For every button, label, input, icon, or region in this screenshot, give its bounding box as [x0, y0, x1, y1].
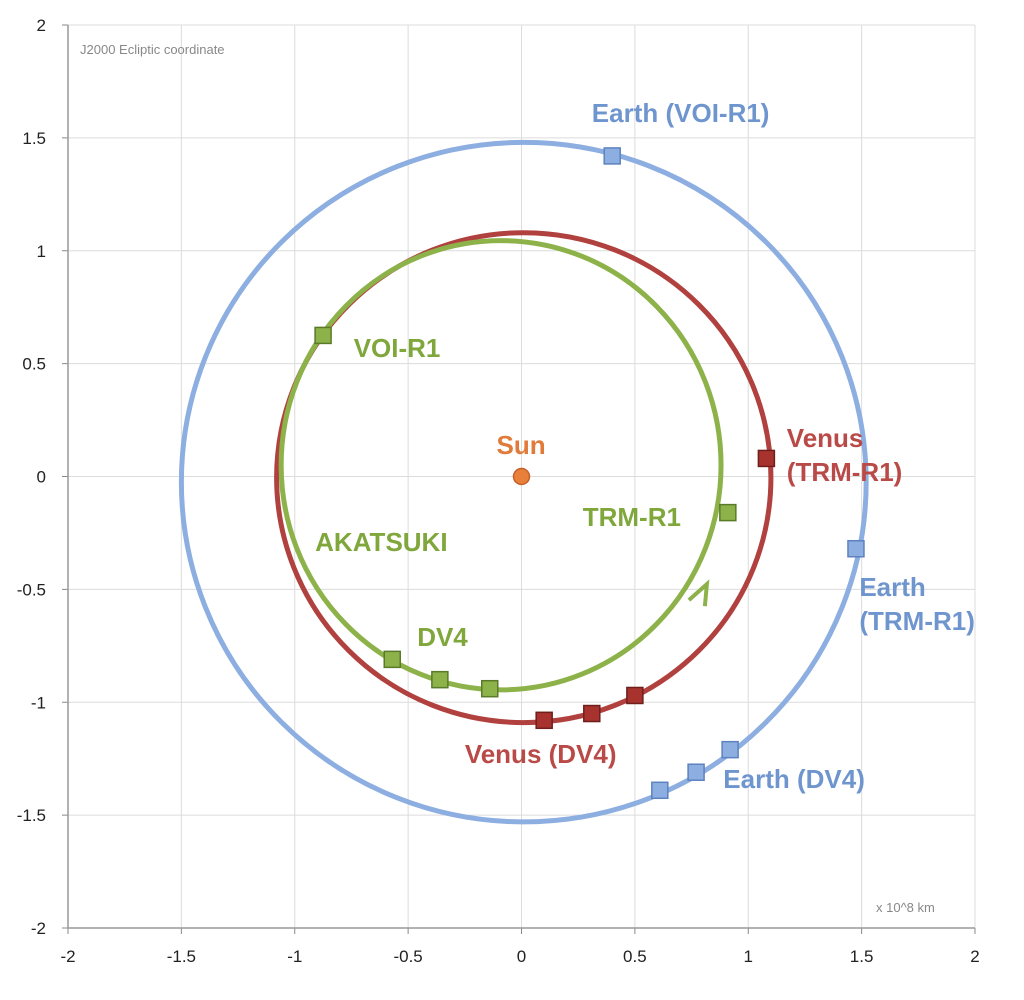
annotation-line: Venus: [787, 423, 864, 453]
annotation-label: TRM-R1: [583, 502, 681, 532]
marker-earth: [847, 539, 865, 558]
annotation-label: Earth (DV4): [723, 764, 865, 794]
annotation-line: (TRM-R1): [859, 606, 975, 636]
unit-label: x 10^8 km: [876, 900, 935, 915]
x-tick-label: 2: [970, 947, 979, 966]
direction-arrow-icon: [687, 579, 710, 607]
annotation-line: AKATSUKI: [315, 527, 447, 557]
marker-venus: [626, 686, 644, 705]
y-tick-label: 1.5: [22, 129, 46, 148]
marker-venus: [583, 704, 601, 723]
annotation-line: Sun: [497, 430, 546, 460]
y-tick-label: 0: [37, 468, 46, 487]
marker-akatsuki: [481, 679, 499, 698]
y-tick-label: 0.5: [22, 355, 46, 374]
annotation-line: Venus (DV4): [465, 739, 617, 769]
marker-earth: [687, 763, 705, 781]
annotation-label: Earth (VOI-R1): [592, 98, 770, 128]
x-tick-label: 1.5: [850, 947, 874, 966]
marker-venus: [757, 449, 776, 468]
marker-earth: [603, 147, 621, 165]
y-tick-label: 2: [37, 16, 46, 35]
y-tick-label: -2: [31, 919, 46, 938]
annotation-label: VOI-R1: [354, 333, 441, 363]
sun-marker: [512, 467, 531, 486]
annotation-label: Sun: [497, 430, 546, 460]
marker-akatsuki: [383, 650, 402, 669]
marker-akatsuki: [314, 326, 332, 345]
annotation-label: Venus (DV4): [465, 739, 617, 769]
x-tick-label: -2: [60, 947, 75, 966]
orbit-akatsuki: [278, 238, 724, 693]
marker-earth: [651, 781, 669, 800]
x-tick-label: 1: [744, 947, 753, 966]
marker-akatsuki: [431, 670, 449, 689]
frame-note: J2000 Ecliptic coordinate: [80, 42, 225, 57]
annotation-label: Venus (TRM-R1): [787, 423, 903, 487]
marker-venus: [535, 711, 553, 730]
annotation-line: (TRM-R1): [787, 457, 903, 487]
annotation-label: Earth (TRM-R1): [859, 572, 975, 636]
annotation-line: Earth (VOI-R1): [592, 98, 770, 128]
annotation-line: VOI-R1: [354, 333, 441, 363]
annotation-label: AKATSUKI: [315, 527, 447, 557]
x-tick-label: 0.5: [623, 947, 647, 966]
annotation-label: DV4: [417, 622, 468, 652]
annotation-line: DV4: [417, 622, 468, 652]
x-tick-label: -1: [287, 947, 302, 966]
y-tick-label: -1: [31, 693, 46, 712]
annotation-line: TRM-R1: [583, 502, 681, 532]
annotation-line: Earth: [859, 572, 925, 602]
orbit-venus: [274, 230, 774, 726]
annotation-line: Earth (DV4): [723, 764, 865, 794]
y-tick-label: 1: [37, 242, 46, 261]
marker-akatsuki: [719, 503, 737, 522]
marker-earth: [721, 740, 739, 759]
y-tick-label: -0.5: [17, 580, 46, 599]
x-tick-label: 0: [517, 947, 526, 966]
orbit-earth: [178, 139, 869, 825]
x-tick-label: -0.5: [393, 947, 422, 966]
x-tick-label: -1.5: [167, 947, 196, 966]
y-tick-label: -1.5: [17, 806, 46, 825]
